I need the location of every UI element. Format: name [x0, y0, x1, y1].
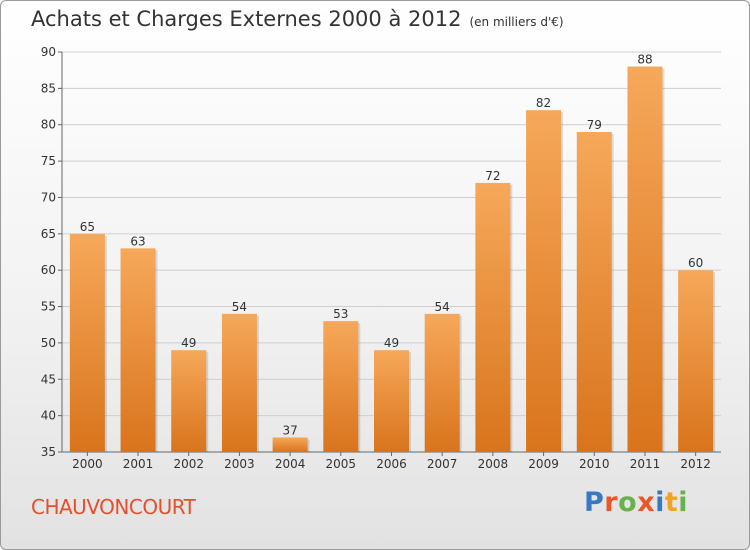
x-tick-label: 2000: [72, 457, 103, 471]
logo-letter: o: [618, 487, 638, 518]
x-tick-label: 2010: [579, 457, 610, 471]
y-tick-label: 75: [41, 154, 56, 168]
data-label: 63: [130, 234, 145, 248]
x-tick-label: 2002: [173, 457, 204, 471]
bar: [221, 313, 257, 452]
data-label: 65: [80, 220, 95, 234]
data-label: 49: [384, 336, 399, 350]
y-tick-label: 85: [41, 81, 56, 95]
y-tick-label: 70: [41, 190, 56, 204]
data-label: 72: [485, 169, 500, 183]
data-label: 54: [435, 300, 450, 314]
bar: [323, 321, 359, 452]
chart-unit: (en milliers d'€): [469, 15, 564, 29]
bar: [69, 233, 105, 452]
chart-title: Achats et Charges Externes 2000 à 2012 (e…: [31, 7, 564, 31]
y-tick-label: 50: [41, 336, 56, 350]
bar: [526, 110, 562, 452]
data-label: 82: [536, 96, 551, 110]
logo-letter: i: [678, 487, 689, 518]
y-tick-label: 65: [41, 227, 56, 241]
bar: [678, 270, 714, 452]
data-label: 88: [637, 53, 652, 67]
data-label: 54: [232, 300, 247, 314]
location-name: CHAUVONCOURT: [31, 495, 196, 519]
logo-letter: r: [604, 487, 619, 518]
x-tick-label: 2003: [224, 457, 255, 471]
y-tick-label: 45: [41, 372, 56, 386]
logo-letter: x: [637, 487, 656, 518]
bars: [69, 66, 716, 452]
bar: [171, 350, 207, 452]
x-tick-label: 2009: [528, 457, 559, 471]
x-tick-label: 2012: [680, 457, 711, 471]
bar: [475, 182, 511, 452]
y-tick-label: 60: [41, 263, 56, 277]
x-tick-label: 2004: [275, 457, 306, 471]
x-tick-labels: 2000 2001 2002 2003 2004 2005 2006 2007 2008 2009…: [72, 457, 711, 471]
y-tick-label: 90: [41, 45, 56, 59]
data-label: 37: [282, 423, 297, 437]
x-tick-label: 2005: [326, 457, 357, 471]
bar: [374, 350, 409, 452]
data-label: 53: [333, 307, 348, 321]
y-tick-label: 55: [41, 300, 56, 314]
y-tick-labels: 35 40 45 50 55 60 65 70 75 80 85 90: [41, 45, 56, 459]
logo-letter: i: [655, 487, 665, 518]
logo-letter: P: [584, 487, 605, 518]
x-tick-label: 2008: [478, 457, 509, 471]
proxiti-logo[interactable]: Proxiti: [584, 487, 688, 518]
bar: [120, 248, 156, 452]
x-tick-label: 2001: [123, 457, 154, 471]
y-tick-label: 80: [41, 118, 56, 132]
x-tick-label: 2006: [376, 457, 407, 471]
chart-title-text: Achats et Charges Externes 2000 à 2012: [31, 7, 462, 31]
x-tick-label: 2011: [630, 457, 661, 471]
bar: [424, 313, 460, 452]
logo-letter: t: [664, 487, 679, 518]
y-tick-label: 35: [41, 445, 56, 459]
bar: [272, 437, 308, 452]
data-label: 49: [181, 336, 196, 350]
y-tick-label: 40: [41, 409, 56, 423]
data-label: 60: [688, 256, 703, 270]
data-label: 79: [587, 118, 602, 132]
bar: [576, 132, 612, 452]
x-tick-label: 2007: [427, 457, 458, 471]
data-labels: 65 63 49 54 37 53 49 54 72 82 79 88 60: [80, 53, 704, 438]
bar: [627, 66, 663, 452]
